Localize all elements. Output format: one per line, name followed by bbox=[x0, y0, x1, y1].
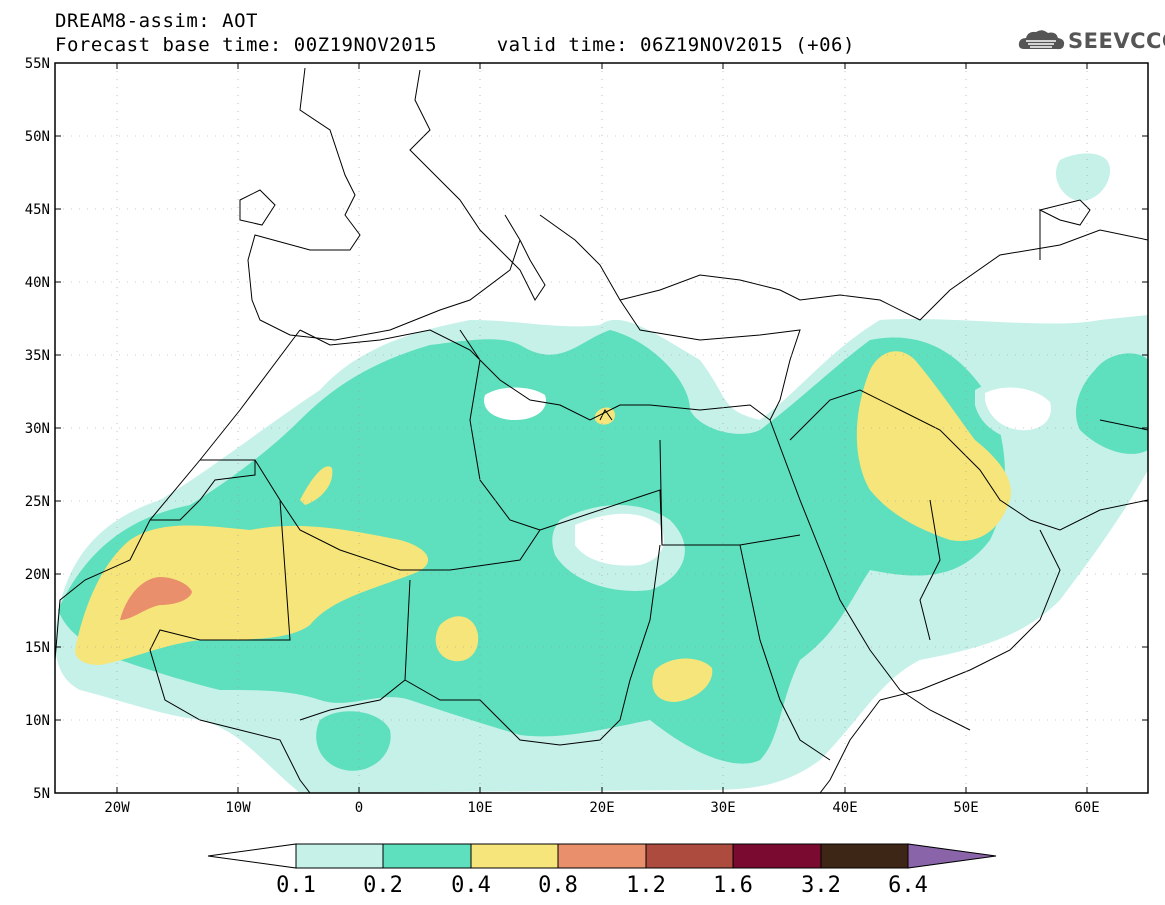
grid-lines bbox=[55, 63, 1148, 793]
colorbar-swatch bbox=[470, 843, 559, 869]
forecast-time-line: Forecast base time: 00Z19NOV2015 valid t… bbox=[55, 34, 855, 56]
lon-label: 40E bbox=[832, 800, 857, 816]
colorbar-high-arrow bbox=[907, 843, 997, 869]
colorbar-swatch bbox=[820, 843, 909, 869]
colorbar-label: 0.2 bbox=[363, 873, 403, 898]
lat-label: 25N bbox=[25, 494, 50, 510]
lat-label: 45N bbox=[25, 202, 50, 218]
aot-band-0-2 bbox=[58, 330, 1005, 764]
colorbar-swatch bbox=[732, 843, 822, 869]
colorbar-swatch bbox=[645, 843, 734, 869]
map-title: DREAM8-assim: AOT bbox=[55, 10, 258, 32]
colorbar-swatch bbox=[382, 843, 472, 869]
aot-band-0-4 bbox=[856, 351, 1011, 541]
lat-label: 40N bbox=[25, 275, 50, 291]
longitude-labels: 20W 10W 0 10E 20E 30E 40E 50E 60E bbox=[104, 800, 1099, 816]
colorbar-low-arrow bbox=[207, 843, 297, 869]
colorbar-label: 1.6 bbox=[713, 873, 753, 898]
lat-label: 10N bbox=[25, 713, 50, 729]
lon-label: 0 bbox=[355, 800, 363, 816]
aot-band-0-1 bbox=[1055, 153, 1110, 201]
lat-label: 55N bbox=[25, 56, 50, 72]
colorbar-swatch bbox=[557, 843, 647, 869]
aot-band-0-4 bbox=[300, 466, 333, 505]
lon-label: 30E bbox=[710, 800, 735, 816]
seevccc-logo: SEEVCCC bbox=[1018, 27, 1165, 53]
lat-label: 5N bbox=[33, 786, 50, 802]
colorbar-label: 0.4 bbox=[451, 873, 491, 898]
aot-band-0-4 bbox=[595, 407, 615, 425]
colorbar-label: 0.1 bbox=[276, 873, 316, 898]
lon-label: 10W bbox=[225, 800, 251, 816]
lon-label: 60E bbox=[1074, 800, 1099, 816]
lat-label: 30N bbox=[25, 421, 50, 437]
logo-text: SEEVCCC bbox=[1068, 29, 1165, 53]
lon-label: 50E bbox=[953, 800, 978, 816]
lat-label: 50N bbox=[25, 129, 50, 145]
latitude-labels: 55N 50N 45N 40N 35N 30N 25N 20N 15N 10N … bbox=[25, 56, 50, 802]
aot-band-0-2 bbox=[1075, 353, 1148, 454]
lat-label: 35N bbox=[25, 348, 50, 364]
aot-shading bbox=[55, 153, 1148, 793]
colorbar-label: 0.8 bbox=[538, 873, 578, 898]
aot-band-0-4 bbox=[652, 658, 713, 702]
lon-label: 20W bbox=[104, 800, 130, 816]
colorbar bbox=[207, 843, 997, 869]
cloud-icon bbox=[1018, 30, 1065, 50]
lat-label: 20N bbox=[25, 567, 50, 583]
aot-band-0-4 bbox=[435, 616, 479, 662]
lat-label: 15N bbox=[25, 640, 50, 656]
lon-label: 10E bbox=[467, 800, 492, 816]
colorbar-swatch bbox=[295, 843, 384, 869]
aot-band-0-8 bbox=[120, 577, 192, 620]
frame-ticks bbox=[55, 62, 1148, 794]
coastlines-and-borders bbox=[55, 67, 1148, 793]
aot-band-0-4 bbox=[75, 525, 429, 665]
colorbar-label: 6.4 bbox=[888, 873, 928, 898]
colorbar-label: 3.2 bbox=[801, 873, 841, 898]
aot-band-0-2 bbox=[316, 711, 391, 771]
colorbar-label: 1.2 bbox=[626, 873, 666, 898]
lon-label: 20E bbox=[589, 800, 614, 816]
colorbar-labels: 0.1 0.2 0.4 0.8 1.2 1.6 3.2 6.4 bbox=[276, 873, 928, 898]
